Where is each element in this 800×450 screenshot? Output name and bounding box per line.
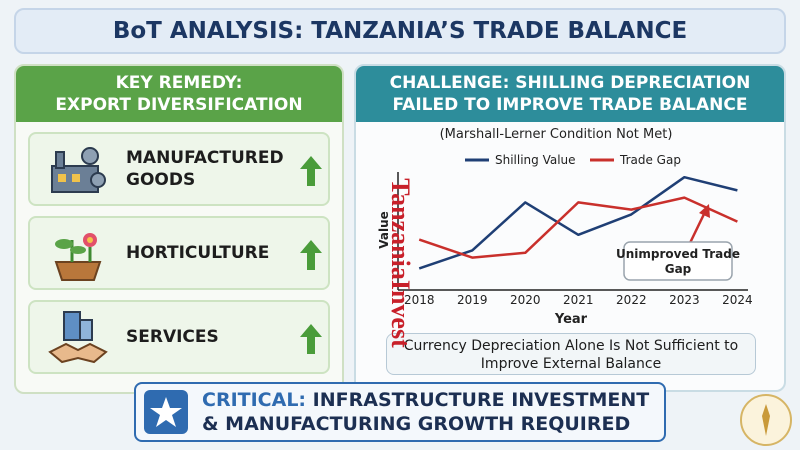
- x-tick-label: 2020: [510, 293, 541, 307]
- x-axis-label: Year: [554, 312, 588, 327]
- logo: [740, 394, 792, 446]
- plant-icon: [54, 233, 102, 281]
- series-line: [418, 196, 738, 259]
- legend-label: Shilling Value: [495, 153, 576, 167]
- title-line: CHALLENGE: SHILLING DEPRECIATION: [389, 73, 751, 93]
- up-arrow: [300, 324, 322, 354]
- x-tick-label: 2018: [404, 293, 435, 307]
- item-card: HORTICULTURE: [28, 216, 330, 290]
- left-panel-title: KEY REMEDY: EXPORT DIVERSIFICATION: [16, 66, 342, 122]
- title-line: FAILED TO IMPROVE TRADE BALANCE: [392, 95, 748, 115]
- title-line: EXPORT DIVERSIFICATION: [55, 95, 303, 115]
- y-axis-label: Value: [377, 211, 391, 249]
- up-arrow: [300, 240, 322, 270]
- star-icon: [144, 390, 188, 434]
- up-arrow: [300, 156, 322, 186]
- annotation-box: [623, 241, 733, 281]
- x-tick-label: 2022: [616, 293, 647, 307]
- annotation: Unimproved Trade Gap: [616, 247, 740, 276]
- right-panel-title: CHALLENGE: SHILLING DEPRECIATION FAILED …: [356, 66, 784, 122]
- note: Currency Depreciation Alone Is Not Suffi…: [386, 333, 756, 375]
- x-tick-label: 2019: [457, 293, 488, 307]
- title-line: KEY REMEDY:: [115, 73, 243, 93]
- x-tick-label: 2023: [669, 293, 700, 307]
- item-label: HORTICULTURE: [126, 243, 270, 263]
- header-title: BoT ANALYSIS: TANZANIA’S TRADE BALANCE: [14, 8, 786, 54]
- item-label: MANUFACTURED GOODS: [126, 148, 284, 190]
- annotation-arrowhead: [699, 204, 710, 218]
- footer-label: CRITICAL:: [202, 389, 307, 411]
- annotation-arrow: [688, 211, 707, 244]
- handshake-icon: [48, 311, 108, 364]
- chart-subtitle: (Marshall-Lerner Condition Not Met): [440, 127, 673, 142]
- factory-icon: [51, 147, 106, 193]
- item-label: SERVICES: [126, 327, 219, 347]
- item-card: MANUFACTURED GOODS: [28, 132, 330, 206]
- watermark: TanzaniaInvest: [386, 178, 415, 348]
- footer: CRITICAL: INFRASTRUCTURE INVESTMENT & MA…: [134, 382, 666, 442]
- legend-label: Trade Gap: [619, 153, 681, 167]
- footer-text: CRITICAL: INFRASTRUCTURE INVESTMENT & MA…: [202, 388, 658, 436]
- footer-body: INFRASTRUCTURE INVESTMENT & MANUFACTURIN…: [202, 389, 650, 435]
- series-line: [418, 175, 738, 270]
- x-tick-label: 2021: [563, 293, 594, 307]
- x-tick-label: 2024: [722, 293, 753, 307]
- item-card: SERVICES: [28, 300, 330, 374]
